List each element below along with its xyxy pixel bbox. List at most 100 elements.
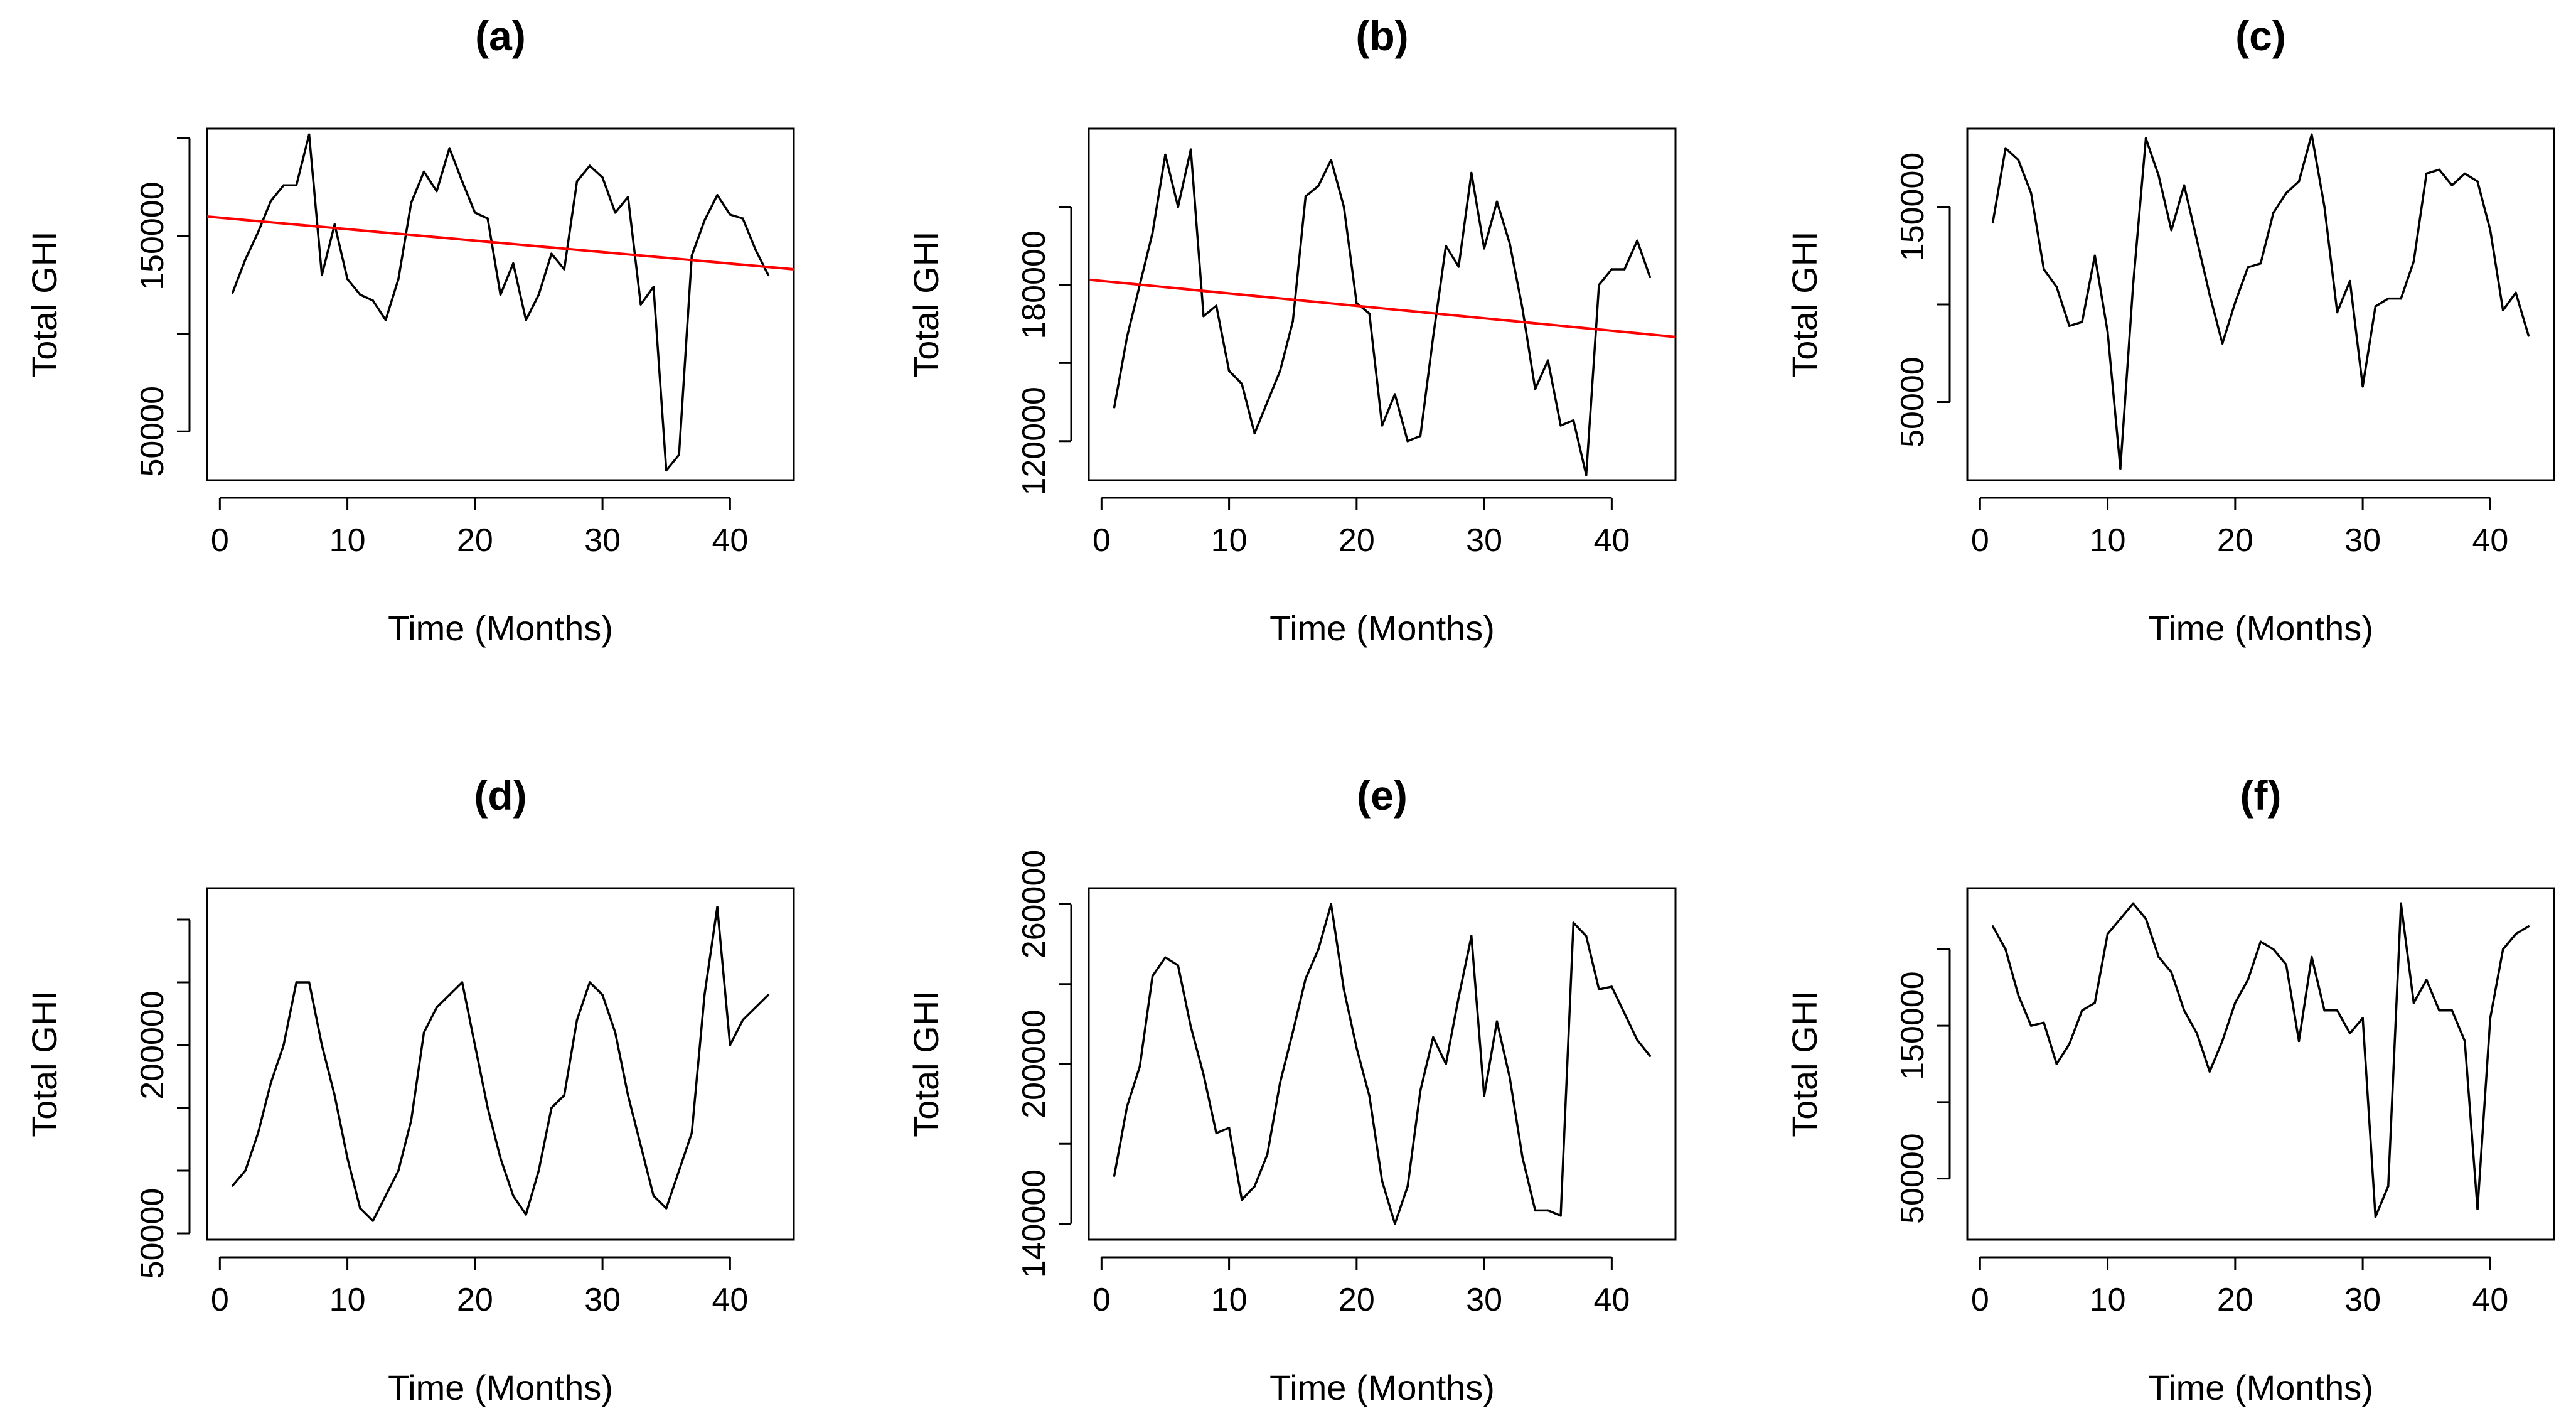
series-segment-d [639,1144,655,1197]
series-segment-e [1151,956,1167,977]
series-segment-b [1177,148,1192,208]
x-tick-label-d: 20 [457,1282,493,1318]
series-segment-f [2144,917,2160,958]
series-segment-c [2119,284,2134,470]
x-tick-label-a: 30 [584,522,621,559]
series-segment-f [2119,902,2134,920]
series-segment-b [1126,284,1141,338]
chart-title-d: (d) [474,772,526,819]
series-segment-a [321,223,336,277]
series-segment-b [1317,159,1332,188]
series-segment-a [295,133,311,186]
series-segment-c [2272,191,2287,214]
series-segment-d [422,1006,438,1034]
series-segment-e [1317,903,1332,951]
x-tick-label-e: 20 [1339,1282,1375,1318]
series-segment-d [333,1094,349,1159]
series-segment-d [231,1169,247,1187]
series-segment-c [2361,305,2377,388]
series-segment-c [2221,301,2237,345]
y-tick-label-c: 150000 [1895,153,1931,262]
series-segment-c [2017,159,2033,195]
series-segment-b [1585,284,1600,476]
series-segment-c [2450,172,2466,186]
series-segment-c [2029,191,2045,271]
plot-frame-d [206,887,795,1241]
series-segment-c [2374,297,2390,308]
series-segment-e [1342,988,1358,1050]
series-segment-a [257,200,272,234]
series-segment-a [665,453,680,472]
chart-title-f: (f) [2240,772,2282,819]
series-segment-e [1598,985,1613,990]
chart-title-e: (e) [1357,772,1408,819]
x-tick-label-d: 0 [211,1282,229,1318]
series-segment-b [1546,359,1562,427]
series-segment-b [1241,382,1256,435]
series-segment-f [2043,1021,2058,1065]
series-segment-e [1483,1020,1499,1097]
series-segment-e [1253,1153,1269,1188]
y-tick-label-f: 150000 [1895,971,1931,1080]
series-segment-a [397,201,412,281]
series-segment-e [1394,1185,1409,1225]
x-tick-label-a: 10 [329,522,366,559]
series-segment-d [754,994,770,1009]
series-segment-c [2336,279,2351,314]
series-segment-a [512,262,527,321]
series-segment-e [1636,1039,1652,1058]
series-segment-a [729,213,744,220]
series-segment-b [1342,205,1358,304]
series-segment-b [1330,159,1345,208]
series-segment-a [333,223,349,281]
plot-area-b [1089,148,1675,476]
x-axis-label-d: Time (Months) [388,1368,613,1407]
series-segment-b [1355,302,1371,315]
series-segment-a [244,231,260,261]
series-segment-e [1368,1095,1384,1183]
series-segment-e [1279,1031,1294,1084]
y-tick-label-b: 120000 [1016,387,1052,496]
y-axis-label-e: Total GHI [906,990,946,1137]
series-segment-b [1253,400,1269,435]
x-tick-label-a: 0 [211,522,229,559]
series-segment-f [2170,971,2186,1012]
series-segment-f [2297,955,2313,1043]
series-segment-f [2374,1185,2390,1218]
series-segment-d [665,1169,680,1210]
series-segment-f [2412,979,2428,1004]
y-axis-label-c: Total GHI [1785,231,1824,377]
series-segment-a [346,277,361,296]
series-segment-d [486,1107,502,1159]
chart-panel-e: (e) 0 10 20 30 40 140000 200000 260000 Time (Mont… [906,772,1677,1407]
series-segment-f [2515,925,2530,935]
chart-panel-f: (f) 0 10 20 30 40 50000 150000 Time (Months) Tota… [1785,772,2555,1407]
series-segment-b [1534,359,1549,390]
x-axis-label-c: Time (Months) [2148,608,2373,648]
y-tick-label-a: 150000 [134,181,171,291]
series-segment-c [2144,137,2160,177]
series-segment-c [2157,174,2172,232]
series-segment-c [2285,180,2301,195]
series-segment-a [575,164,591,183]
series-segment-c [2323,205,2339,314]
series-segment-b [1419,336,1435,438]
series-segment-c [2183,184,2198,242]
y-axis-label-d: Total GHI [24,990,64,1137]
series-segment-d [589,981,604,996]
series-segment-c [2004,147,2020,161]
series-segment-a [422,170,438,193]
y-tick-label-e: 140000 [1016,1169,1052,1279]
chart-title-c: (c) [2235,13,2286,59]
y-tick-label-b: 180000 [1016,230,1052,340]
series-segment-a [652,286,668,472]
series-segment-c [2081,254,2097,323]
series-segment-d [512,1194,527,1216]
y-tick-label-d: 50000 [134,1188,171,1279]
series-segment-f [2004,948,2020,997]
series-segment-d [563,1019,579,1097]
trend-line-a [207,215,794,271]
x-axis-label-f: Time (Months) [2148,1368,2373,1407]
series-segment-e [1495,1020,1511,1078]
series-segment-d [525,1169,540,1216]
